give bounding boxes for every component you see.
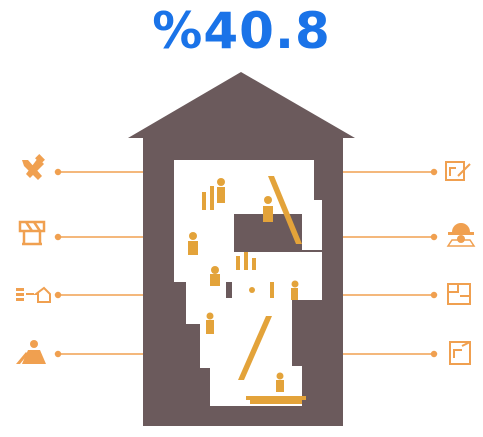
blueprint-pencil-icon [445,161,471,181]
floorplan-icon [447,283,471,305]
document-plan-icon [449,341,471,365]
house-cutaway [174,160,322,406]
connector-lines [54,168,438,358]
materials-transport-icon [16,286,51,303]
roadblock-icon [18,220,46,246]
headline-stat: %40.8 [152,2,331,60]
engineer-hardhat-icon [446,223,476,247]
worker-digging-icon [16,340,46,364]
construction-workers [188,176,306,404]
tools-icon [22,154,45,180]
